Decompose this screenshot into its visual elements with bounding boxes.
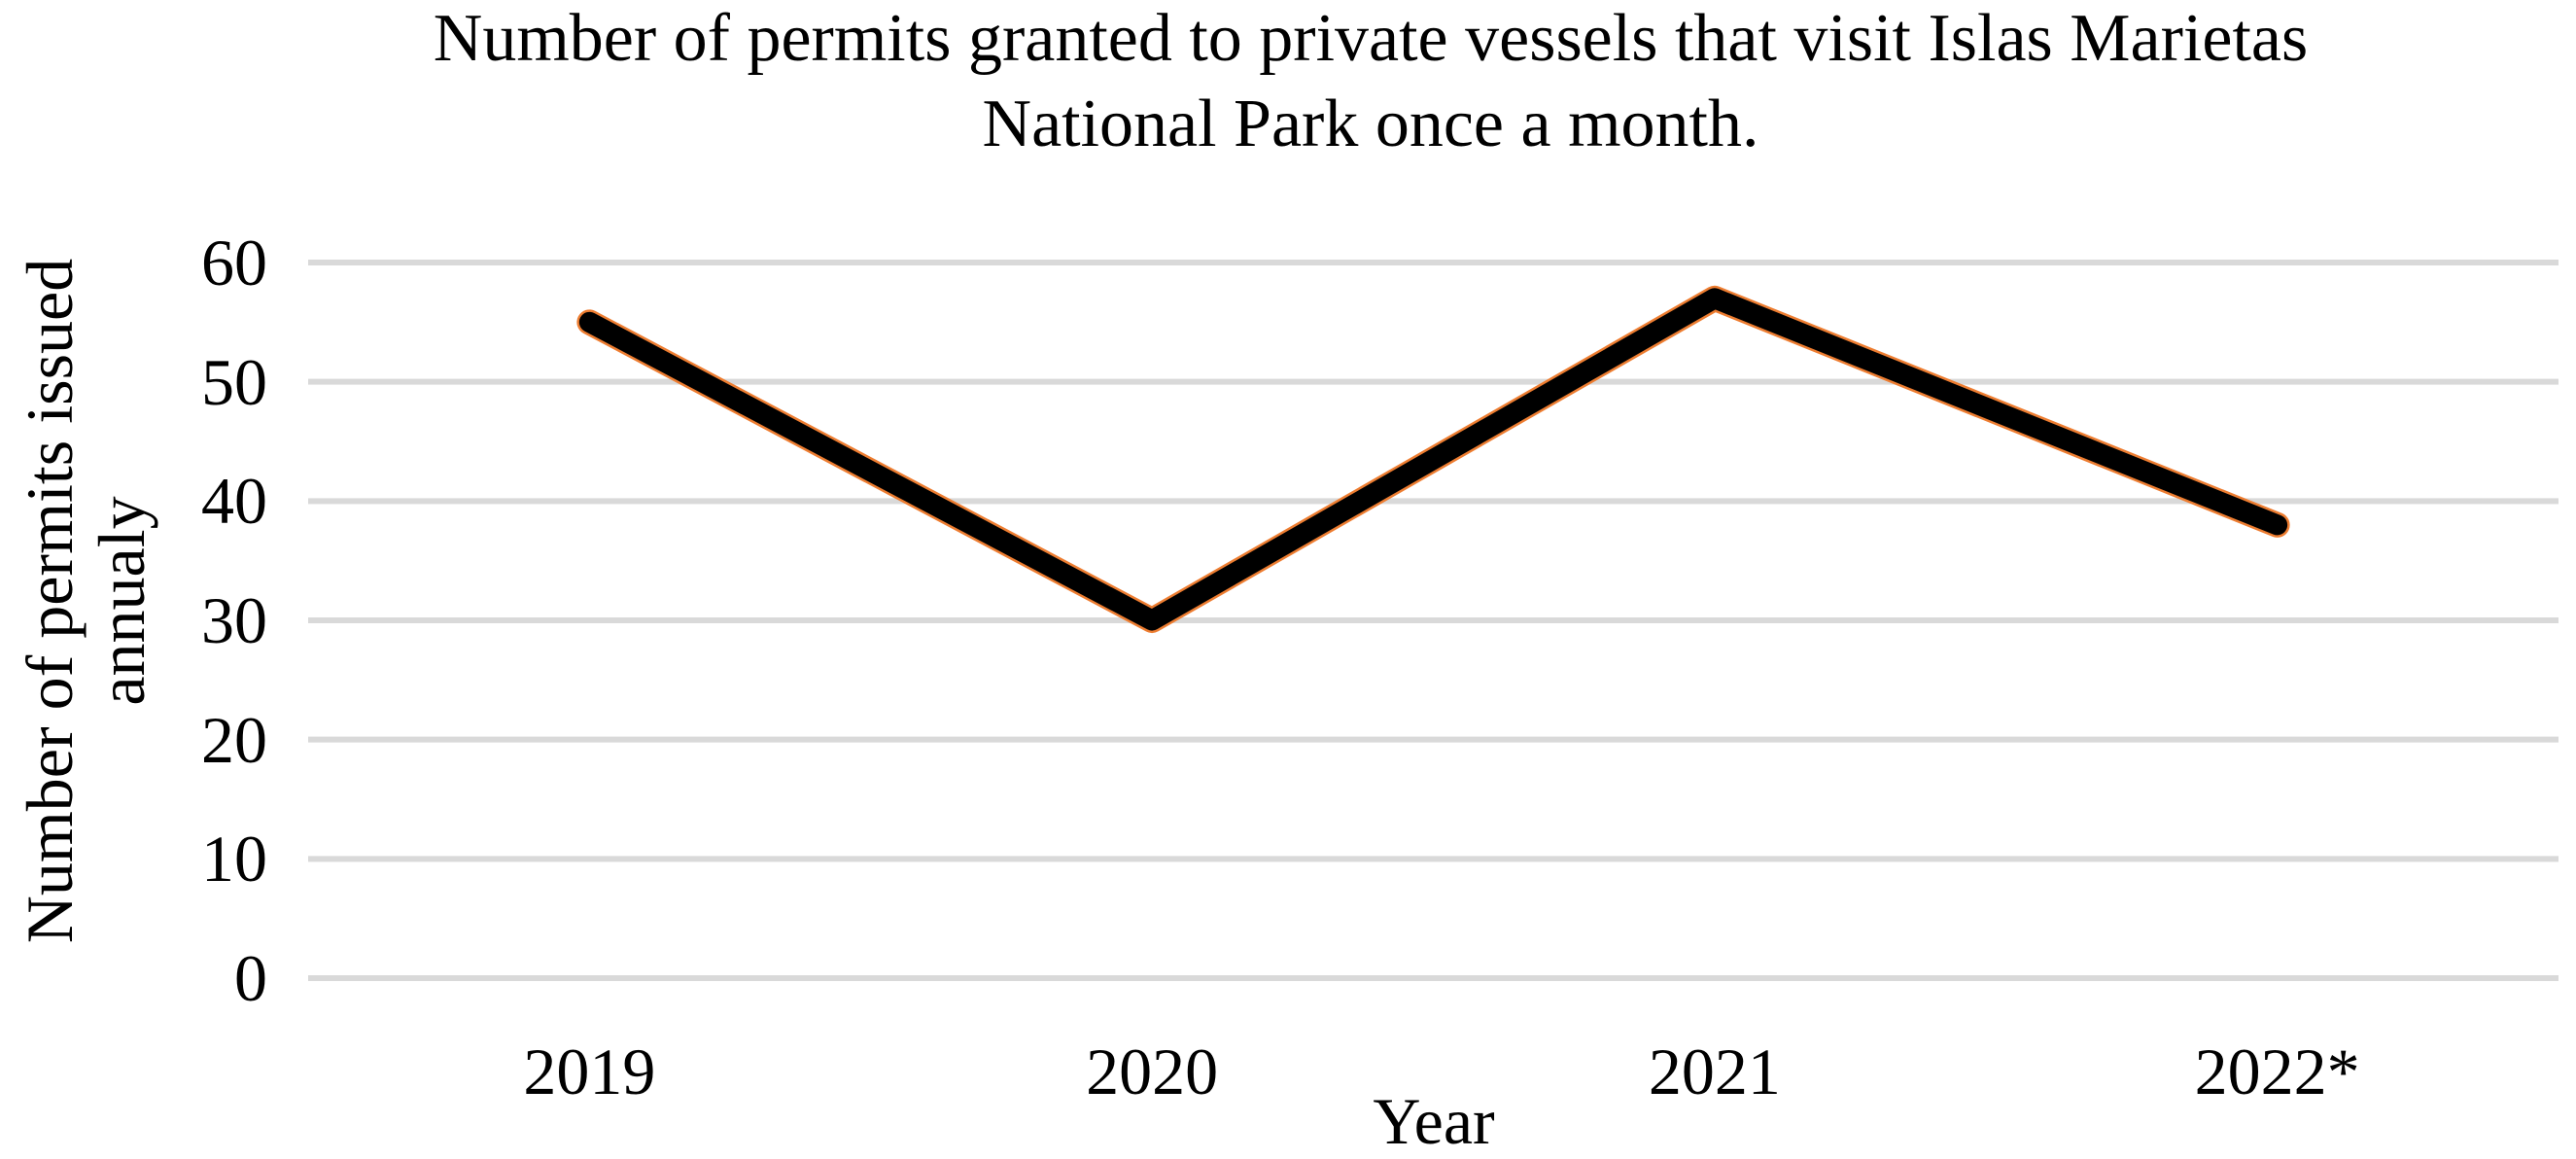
chart-title-line-1: Number of permits granted to private ves… [433, 1, 2309, 76]
y-tick-label-20: 20 [201, 702, 267, 777]
x-category-label-2022-asterisk: 2022* [2194, 1035, 2360, 1108]
y-tick-label-40: 40 [201, 464, 267, 539]
y-tick-label-10: 10 [201, 822, 267, 896]
y-tick-label-30: 30 [201, 583, 267, 657]
y-tick-label-50: 50 [201, 344, 267, 419]
x-axis-title: Year [1373, 1084, 1495, 1158]
series-line [578, 288, 2288, 631]
y-tick-label-60: 60 [201, 226, 267, 299]
x-category-label-2021: 2021 [1648, 1035, 1781, 1108]
x-category-label-2019: 2019 [523, 1035, 656, 1108]
chart-title-line-2: National Park once a month. [982, 87, 1759, 161]
chart-title: Number of permits granted to private ves… [146, 0, 2576, 167]
y-tick-label-0: 0 [234, 941, 267, 1015]
x-category-label-2020: 2020 [1086, 1035, 1219, 1108]
